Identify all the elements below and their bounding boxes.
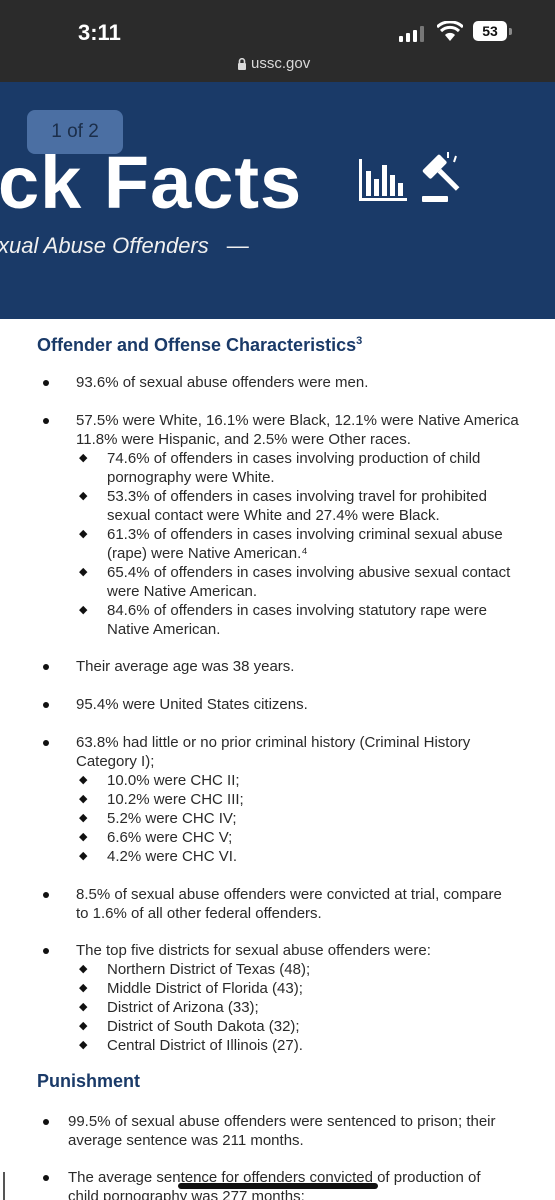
bullet-icon [43, 702, 49, 708]
diamond-bullet-icon: ◆ [79, 490, 88, 502]
sub-list-item: 10.0% were CHC II; [107, 772, 240, 789]
sub-list-item: District of South Dakota (32); [107, 1018, 300, 1035]
bar-chart-icon [359, 159, 407, 201]
document-title: ck Facts [0, 141, 303, 224]
list-item: 93.6% of sexual abuse offenders were men… [76, 374, 369, 391]
sub-list-item-continuation: sexual contact were White and 27.4% were… [107, 507, 440, 524]
diamond-bullet-icon: ◆ [79, 831, 88, 843]
bullet-icon [43, 418, 49, 424]
sub-list-item-continuation: Native American. [107, 621, 221, 638]
list-item-continuation: average sentence was 211 months. [68, 1132, 304, 1149]
diamond-bullet-icon: ◆ [79, 850, 88, 862]
sub-list-item-continuation: (rape) were Native American.⁴ [107, 545, 308, 562]
list-item-continuation: to 1.6% of all other federal offenders. [76, 905, 322, 922]
sub-list-item-continuation: were Native American. [107, 583, 258, 600]
list-item-continuation: Category I); [76, 753, 155, 770]
battery-icon: 53 [473, 21, 507, 41]
document-banner: 1 of 2 ck Facts xual Abuse Offenders — [0, 82, 555, 319]
diamond-bullet-icon: ◆ [79, 604, 88, 616]
sub-list-item: 65.4% of offenders in cases involving ab… [107, 564, 511, 581]
page-indicator: 1 of 2 [27, 110, 123, 154]
sub-list-item: District of Arizona (33); [107, 999, 259, 1016]
diamond-bullet-icon: ◆ [79, 528, 88, 540]
bullet-icon [43, 1175, 49, 1181]
url-text: ussc.gov [251, 55, 311, 72]
sub-list-item: 61.3% of offenders in cases involving cr… [107, 526, 503, 543]
document-content: Offender and Offense Characteristics3 93… [0, 319, 555, 1200]
list-item: 95.4% were United States citizens. [76, 696, 308, 713]
bullet-icon [43, 740, 49, 746]
list-item: 57.5% were White, 16.1% were Black, 12.1… [76, 412, 519, 429]
diamond-bullet-icon: ◆ [79, 566, 88, 578]
diamond-bullet-icon: ◆ [79, 963, 88, 975]
bullet-icon [43, 892, 49, 898]
diamond-bullet-icon: ◆ [79, 774, 88, 786]
home-indicator[interactable] [178, 1183, 378, 1189]
diamond-bullet-icon: ◆ [79, 1039, 88, 1051]
list-item-continuation: child pornography was 277 months; [68, 1188, 305, 1200]
document-subtitle: xual Abuse Offenders — [0, 233, 249, 259]
sub-list-item: 6.6% were CHC V; [107, 829, 233, 846]
section-heading-punishment: Punishment [37, 1071, 141, 1091]
sub-list-item: Middle District of Florida (43); [107, 980, 303, 997]
diamond-bullet-icon: ◆ [79, 982, 88, 994]
sub-list-item: Northern District of Texas (48); [107, 961, 311, 978]
sub-list-item: 53.3% of offenders in cases involving tr… [107, 488, 487, 505]
list-item: 63.8% had little or no prior criminal hi… [76, 734, 471, 751]
sub-list-item: 4.2% were CHC VI. [107, 848, 238, 865]
diamond-bullet-icon: ◆ [79, 793, 88, 805]
section-heading-characteristics: Offender and Offense Characteristics3 [37, 335, 362, 356]
address-bar[interactable]: ussc.gov [234, 55, 310, 72]
signal-icon [399, 26, 427, 42]
page-edge-mark [3, 1172, 5, 1200]
bullet-icon [43, 1119, 49, 1125]
subtitle-dash: — [226, 233, 249, 258]
bullet-icon [43, 664, 49, 670]
bullet-icon [43, 948, 49, 954]
diamond-bullet-icon: ◆ [79, 1020, 88, 1032]
list-item: 8.5% of sexual abuse offenders were conv… [76, 886, 502, 903]
status-bar: 3:11 53 ussc.gov [0, 0, 555, 82]
sub-list-item: 74.6% of offenders in cases involving pr… [107, 450, 481, 467]
heading-text: Offender and Offense Characteristics [37, 335, 357, 355]
list-item: The top five districts for sexual abuse … [76, 942, 431, 959]
sub-list-item-continuation: pornography were White. [107, 469, 275, 486]
gavel-icon [422, 152, 460, 202]
sub-list-item: 5.2% were CHC IV; [107, 810, 237, 827]
list-item: Their average age was 38 years. [76, 658, 295, 675]
sub-list-item: 10.2% were CHC III; [107, 791, 244, 808]
diamond-bullet-icon: ◆ [79, 812, 88, 824]
subtitle-text: xual Abuse Offenders [0, 233, 209, 258]
list-item-continuation: 11.8% were Hispanic, and 2.5% were Other… [76, 431, 411, 448]
sub-list-item: Central District of Illinois (27). [107, 1037, 303, 1054]
diamond-bullet-icon: ◆ [79, 452, 88, 464]
battery-tip [509, 28, 512, 35]
lock-icon [238, 58, 246, 70]
clock: 3:11 [78, 20, 121, 45]
list-item: The average sentence for offenders convi… [68, 1169, 481, 1186]
bullet-icon [43, 380, 49, 386]
list-item: 99.5% of sexual abuse offenders were sen… [68, 1113, 496, 1130]
footnote-marker: 3 [356, 335, 363, 347]
sub-list-item: 84.6% of offenders in cases involving st… [107, 602, 487, 619]
wifi-icon [437, 21, 463, 41]
diamond-bullet-icon: ◆ [79, 1001, 88, 1013]
